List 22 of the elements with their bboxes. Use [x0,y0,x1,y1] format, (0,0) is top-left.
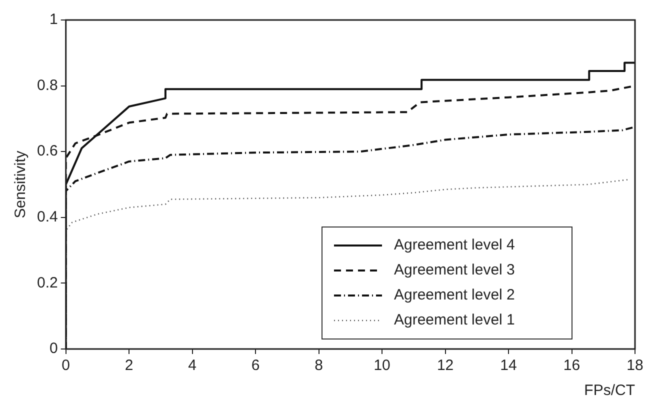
legend-label: Agreement level 2 [394,286,515,304]
y-tick-label: 0.2 [36,274,58,292]
legend-label: Agreement level 4 [394,236,515,254]
y-tick-label: 1 [50,11,58,28]
x-tick-label: 0 [62,357,70,374]
x-tick-label: 18 [626,357,644,374]
y-tick-label: 0.6 [36,142,58,160]
legend-label: Agreement level 1 [394,312,515,329]
x-tick-label: 12 [436,357,454,374]
legend-label: Agreement level 3 [394,262,515,279]
y-tick-label: 0 [50,340,58,358]
x-tick-label: 16 [563,357,580,374]
y-tick-label: 0.4 [36,208,58,226]
x-tick-label: 8 [314,357,323,374]
y-tick-label: 0.8 [36,76,58,94]
y-axis-title: Sensitivity [12,150,30,218]
x-tick-label: 10 [374,357,390,374]
x-axis-title: FPs/CT [584,382,635,400]
x-tick-label: 2 [124,357,134,374]
x-tick-label: 6 [251,357,260,374]
x-tick-label: 14 [500,357,517,374]
x-tick-label: 4 [188,357,196,374]
